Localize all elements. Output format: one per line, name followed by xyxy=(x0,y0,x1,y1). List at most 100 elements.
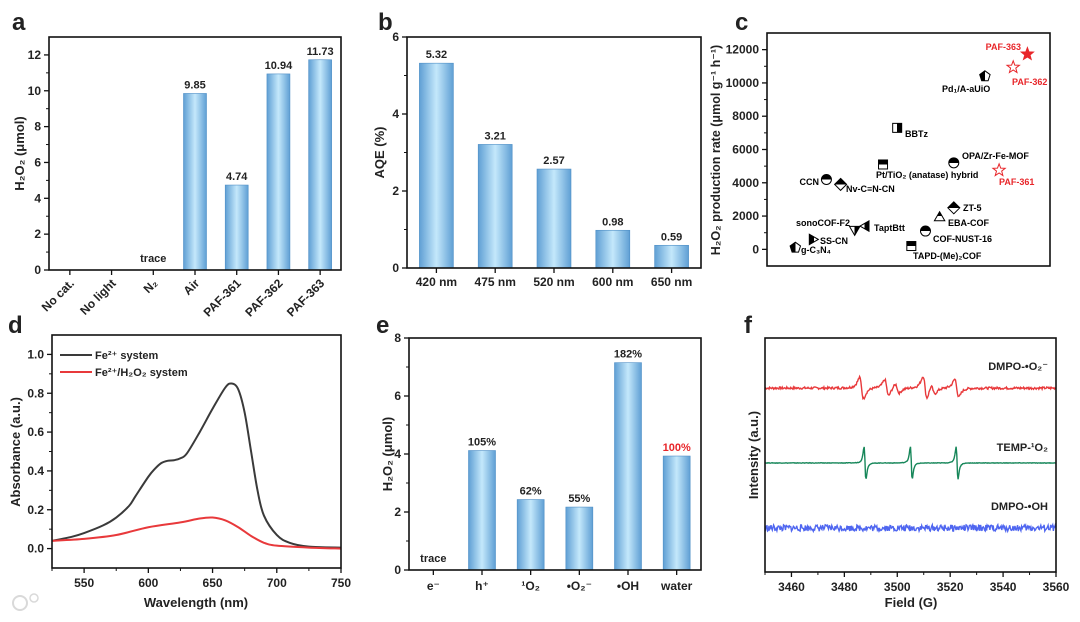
trace-label: TEMP-¹O₂ xyxy=(997,442,1048,454)
x-tick-label: PAF-362 xyxy=(242,276,285,319)
chart-0: 0 2 4 6 8 10 12 No cat. No light trace N₂ 9.85 Air 4.… xyxy=(12,36,342,319)
x-tick-label: 750 xyxy=(331,576,351,590)
legend-label: Fe²⁺ system xyxy=(95,350,158,362)
chart-5-frame xyxy=(764,337,1057,573)
marker-diamond xyxy=(833,177,848,192)
bar xyxy=(419,62,454,269)
marker-circle xyxy=(820,173,832,185)
y-tick-label: 6000 xyxy=(732,143,759,157)
x-tick-label: 550 xyxy=(74,576,94,590)
x-tick-label: 3540 xyxy=(990,580,1017,594)
legend-label: Fe²⁺/H₂O₂ system xyxy=(95,367,188,379)
x-tick-label: •O₂⁻ xyxy=(567,579,592,593)
bar xyxy=(516,499,545,571)
data-label: 2.57 xyxy=(543,155,564,167)
point-label: g-C₃N₄ xyxy=(801,245,831,255)
y-tick-label: 4 xyxy=(34,191,41,205)
x-tick-label: Air xyxy=(180,276,202,298)
data-label: 0.59 xyxy=(661,231,682,243)
point-label: TaptBtt xyxy=(874,223,905,233)
point-label: SS-CN xyxy=(820,236,848,246)
x-tick-label: 475 nm xyxy=(475,275,516,289)
y-axis-title: H₂O₂ (μmol) xyxy=(12,116,27,190)
bar xyxy=(614,362,642,571)
bar xyxy=(183,93,207,271)
point-label: BBTz xyxy=(905,129,928,139)
series-line-1 xyxy=(51,516,342,550)
x-tick-label: 600 xyxy=(138,576,158,590)
y-axis-title: Absorbance (a.u.) xyxy=(8,397,23,507)
y-tick-label: 0 xyxy=(392,261,399,275)
data-label: 62% xyxy=(520,486,542,498)
x-tick-label: N₂ xyxy=(141,276,161,296)
x-tick-label: PAF-363 xyxy=(284,276,327,319)
point-label: PAF-361 xyxy=(999,177,1034,187)
chart-0-frame xyxy=(48,36,342,271)
trace-label: DMPO-•OH xyxy=(991,501,1048,513)
chart-3: 0.0 0.2 0.4 0.6 0.8 1.0 550 600 650 700 750 Fe²⁺ sy… xyxy=(8,334,351,610)
y-tick-label: 12 xyxy=(28,48,42,62)
chart-4: 0 2 4 6 8 trace e⁻ 105% h⁺ 62% ¹O₂ 55% •O₂⁻ 182% •OH 10… xyxy=(380,331,702,593)
y-tick-label: 2 xyxy=(34,227,41,241)
x-tick-label: 420 nm xyxy=(416,275,457,289)
marker-diamond xyxy=(947,201,961,215)
marker-triangle-down xyxy=(848,225,861,237)
point-label: EBA-COF xyxy=(948,218,989,228)
bar xyxy=(308,59,332,271)
x-tick-label: 3560 xyxy=(1043,580,1070,594)
x-axis-title: Wavelength (nm) xyxy=(144,595,248,610)
x-tick-label: 700 xyxy=(267,576,287,590)
point-label: TAPD-(Me)₂COF xyxy=(913,251,982,261)
y-tick-label: 12000 xyxy=(726,43,760,57)
y-tick-label: 4 xyxy=(392,107,399,121)
x-tick-label: 3520 xyxy=(937,580,964,594)
data-label: 10.94 xyxy=(265,60,293,72)
x-tick-label: 3480 xyxy=(831,580,858,594)
x-tick-label: h⁺ xyxy=(475,579,489,593)
bar xyxy=(224,184,249,271)
y-tick-label: 0 xyxy=(752,242,759,256)
y-tick-label: 10000 xyxy=(726,76,760,90)
y-tick-label: 10 xyxy=(28,84,42,98)
point-label: PAF-363 xyxy=(986,42,1021,52)
y-tick-label: 0 xyxy=(394,563,401,577)
marker-triangle-up xyxy=(933,210,946,222)
point-label: Pd₁/A-aUiO xyxy=(942,84,990,94)
epr-trace-0 xyxy=(764,374,1057,401)
y-tick-label: 2 xyxy=(392,184,399,198)
data-label: 4.74 xyxy=(226,171,248,183)
marker-pentagon xyxy=(979,70,991,82)
data-label: 11.73 xyxy=(307,46,334,58)
marker-star-open xyxy=(991,162,1007,177)
panel-letter-c: c xyxy=(735,9,748,36)
y-tick-label: 6 xyxy=(392,30,399,44)
point-label: ZT-5 xyxy=(963,203,982,213)
point-label: Pt/TiO₂ (anatase) hybrid xyxy=(876,170,978,180)
point-label: CCN xyxy=(800,177,820,187)
chart-5: 3460 3480 3500 3520 3540 3560 DMPO-•O₂⁻ TEMP-¹O… xyxy=(746,337,1070,610)
epr-trace-2 xyxy=(764,522,1057,534)
x-tick-label: 650 nm xyxy=(651,275,692,289)
marker-star xyxy=(1019,46,1035,61)
data-label: 182% xyxy=(614,349,642,361)
marker-square xyxy=(906,241,917,252)
y-tick-label: 6 xyxy=(34,155,41,169)
x-tick-label: •OH xyxy=(617,579,639,593)
chart-1: 0 2 4 6 5.32 420 nm 3.21 475 nm 2.57 520 nm 0.98 60… xyxy=(372,30,702,289)
y-tick-label: 8 xyxy=(34,120,41,134)
data-label: trace xyxy=(420,553,446,565)
y-axis-title: H₂O₂ production rate (μmol g⁻¹ h⁻¹) xyxy=(709,45,723,255)
y-tick-label: 0.6 xyxy=(27,425,44,439)
y-tick-label: 0.4 xyxy=(27,464,44,478)
x-tick-label: PAF-361 xyxy=(201,276,244,319)
x-tick-label: No cat. xyxy=(39,276,77,314)
bar xyxy=(654,244,689,269)
panel-letter-f: f xyxy=(744,312,753,339)
y-tick-label: 0.0 xyxy=(27,542,44,556)
chart-4-frame xyxy=(408,337,702,571)
data-label: trace xyxy=(140,253,166,265)
watermark-mark xyxy=(29,593,39,603)
watermark-logo xyxy=(12,593,39,611)
